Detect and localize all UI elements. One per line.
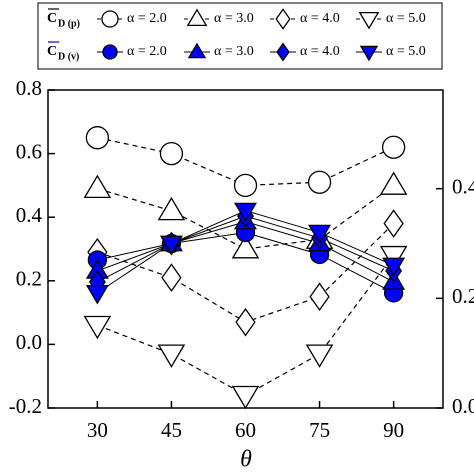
marker: [379, 245, 408, 270]
y-tick-label: 0.8: [16, 76, 42, 100]
y2-tick-label: 0.0: [452, 394, 474, 418]
legend-marker: [358, 11, 380, 30]
legend-label: α = 2.0: [127, 11, 167, 26]
legend-label: α = 2.0: [127, 44, 167, 59]
legend-marker: [359, 45, 379, 62]
x-tick-label: 30: [87, 418, 108, 442]
legend-marker: [275, 8, 291, 30]
marker: [309, 282, 330, 312]
y-tick-label: 0.4: [16, 203, 43, 227]
marker: [233, 173, 258, 198]
marker: [308, 224, 332, 245]
legend-label: α = 4.0: [300, 44, 340, 59]
marker: [382, 257, 406, 278]
legend-label: α = 4.0: [300, 11, 340, 26]
marker: [159, 235, 183, 256]
marker: [85, 126, 110, 150]
series-line: [97, 184, 394, 250]
y2-tick-label: 0.4: [452, 175, 474, 199]
marker: [157, 344, 186, 368]
x-tick-label: 75: [309, 418, 330, 442]
legend-marker: [276, 42, 290, 62]
marker: [305, 344, 334, 368]
x-tick-label: 60: [235, 418, 256, 442]
legend-marker: [102, 44, 118, 60]
y-tick-label: 0.2: [16, 267, 42, 291]
x-tick-label: 90: [383, 418, 404, 442]
y2-tick-label: 0.2: [452, 284, 474, 308]
marker: [85, 285, 109, 305]
marker: [381, 135, 406, 159]
marker: [83, 315, 112, 340]
legend-marker: [186, 8, 208, 27]
x-tick-label: 45: [161, 418, 182, 442]
marker: [161, 263, 182, 292]
marker: [83, 174, 112, 199]
legend-label: α = 5.0: [386, 44, 426, 59]
marker: [234, 202, 257, 223]
legend-header-sub: D (p): [58, 18, 80, 29]
legend-marker: [187, 42, 207, 59]
marker: [379, 171, 408, 195]
marker: [157, 196, 186, 221]
legend-label: α = 3.0: [214, 44, 254, 59]
y-tick-label: 0.0: [16, 330, 42, 354]
legend-header: C: [47, 44, 57, 59]
marker: [235, 307, 256, 337]
x-axis-label: θ: [240, 447, 252, 473]
legend-header-sub: D (v): [58, 51, 79, 62]
marker: [383, 209, 404, 238]
marker: [159, 141, 184, 166]
marker: [231, 235, 260, 259]
marker: [231, 385, 260, 410]
marker: [307, 170, 332, 194]
y-tick-label: 0.6: [16, 139, 42, 163]
legend-label: α = 5.0: [386, 11, 426, 26]
y-tick-label: -0.2: [9, 394, 42, 418]
legend-marker: [101, 10, 119, 28]
legend-header: C: [47, 11, 57, 26]
legend-label: α = 3.0: [214, 11, 254, 26]
